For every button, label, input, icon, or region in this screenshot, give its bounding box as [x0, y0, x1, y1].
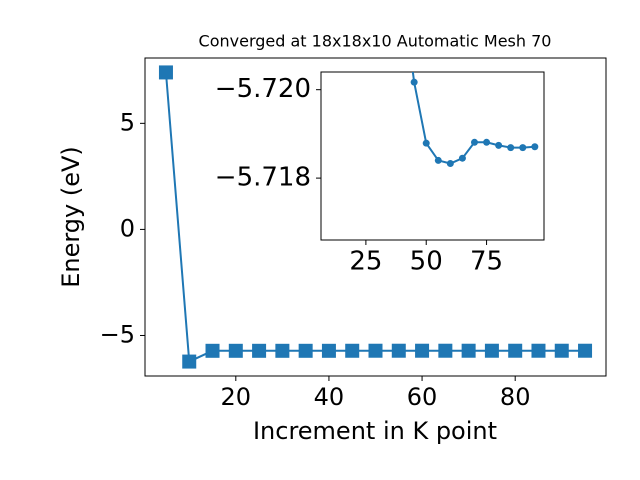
- data-point: [368, 343, 383, 358]
- data-point: [422, 139, 430, 147]
- data-point: [446, 160, 454, 168]
- data-point: [345, 343, 360, 358]
- data-point: [298, 343, 313, 358]
- x-tick-label: 25: [349, 247, 382, 277]
- data-point: [410, 78, 418, 86]
- x-tick-label: 80: [500, 383, 531, 411]
- data-point: [228, 343, 243, 358]
- y-axis-label: Energy (eV): [57, 146, 85, 288]
- chart-title: Converged at 18x18x10 Automatic Mesh 70: [199, 32, 552, 51]
- data-point: [519, 144, 527, 152]
- data-point: [495, 141, 503, 149]
- data-point: [458, 154, 466, 162]
- data-point: [507, 144, 515, 152]
- data-point: [391, 343, 406, 358]
- data-point: [252, 343, 267, 358]
- data-point: [434, 156, 442, 164]
- y-tick-label: −5: [100, 320, 135, 348]
- y-tick-label: −5.720: [215, 74, 311, 104]
- plot-content: [158, 65, 593, 369]
- data-point: [484, 343, 499, 358]
- data-point: [508, 343, 523, 358]
- data-point: [158, 65, 173, 80]
- y-tick-label: 0: [120, 214, 135, 242]
- x-tick-label: 40: [314, 383, 345, 411]
- data-point: [321, 343, 336, 358]
- plot-area: [320, 71, 545, 241]
- x-axis-label: Increment in K point: [253, 417, 497, 445]
- data-point: [578, 343, 593, 358]
- x-tick-label: 50: [410, 247, 443, 277]
- y-tick-label: 5: [120, 108, 135, 136]
- data-point: [461, 343, 476, 358]
- data-point: [182, 354, 197, 369]
- data-point: [483, 138, 491, 146]
- x-tick-label: 20: [221, 383, 252, 411]
- data-point: [438, 343, 453, 358]
- data-point: [554, 343, 569, 358]
- y-tick-label: −5.718: [215, 163, 311, 193]
- data-point: [531, 143, 539, 151]
- data-point: [470, 138, 478, 146]
- data-point: [531, 343, 546, 358]
- data-point: [415, 343, 430, 358]
- x-tick-label: 75: [470, 247, 503, 277]
- data-point: [275, 343, 290, 358]
- data-point: [205, 343, 220, 358]
- plot-content: [410, 72, 539, 168]
- x-tick-label: 60: [407, 383, 438, 411]
